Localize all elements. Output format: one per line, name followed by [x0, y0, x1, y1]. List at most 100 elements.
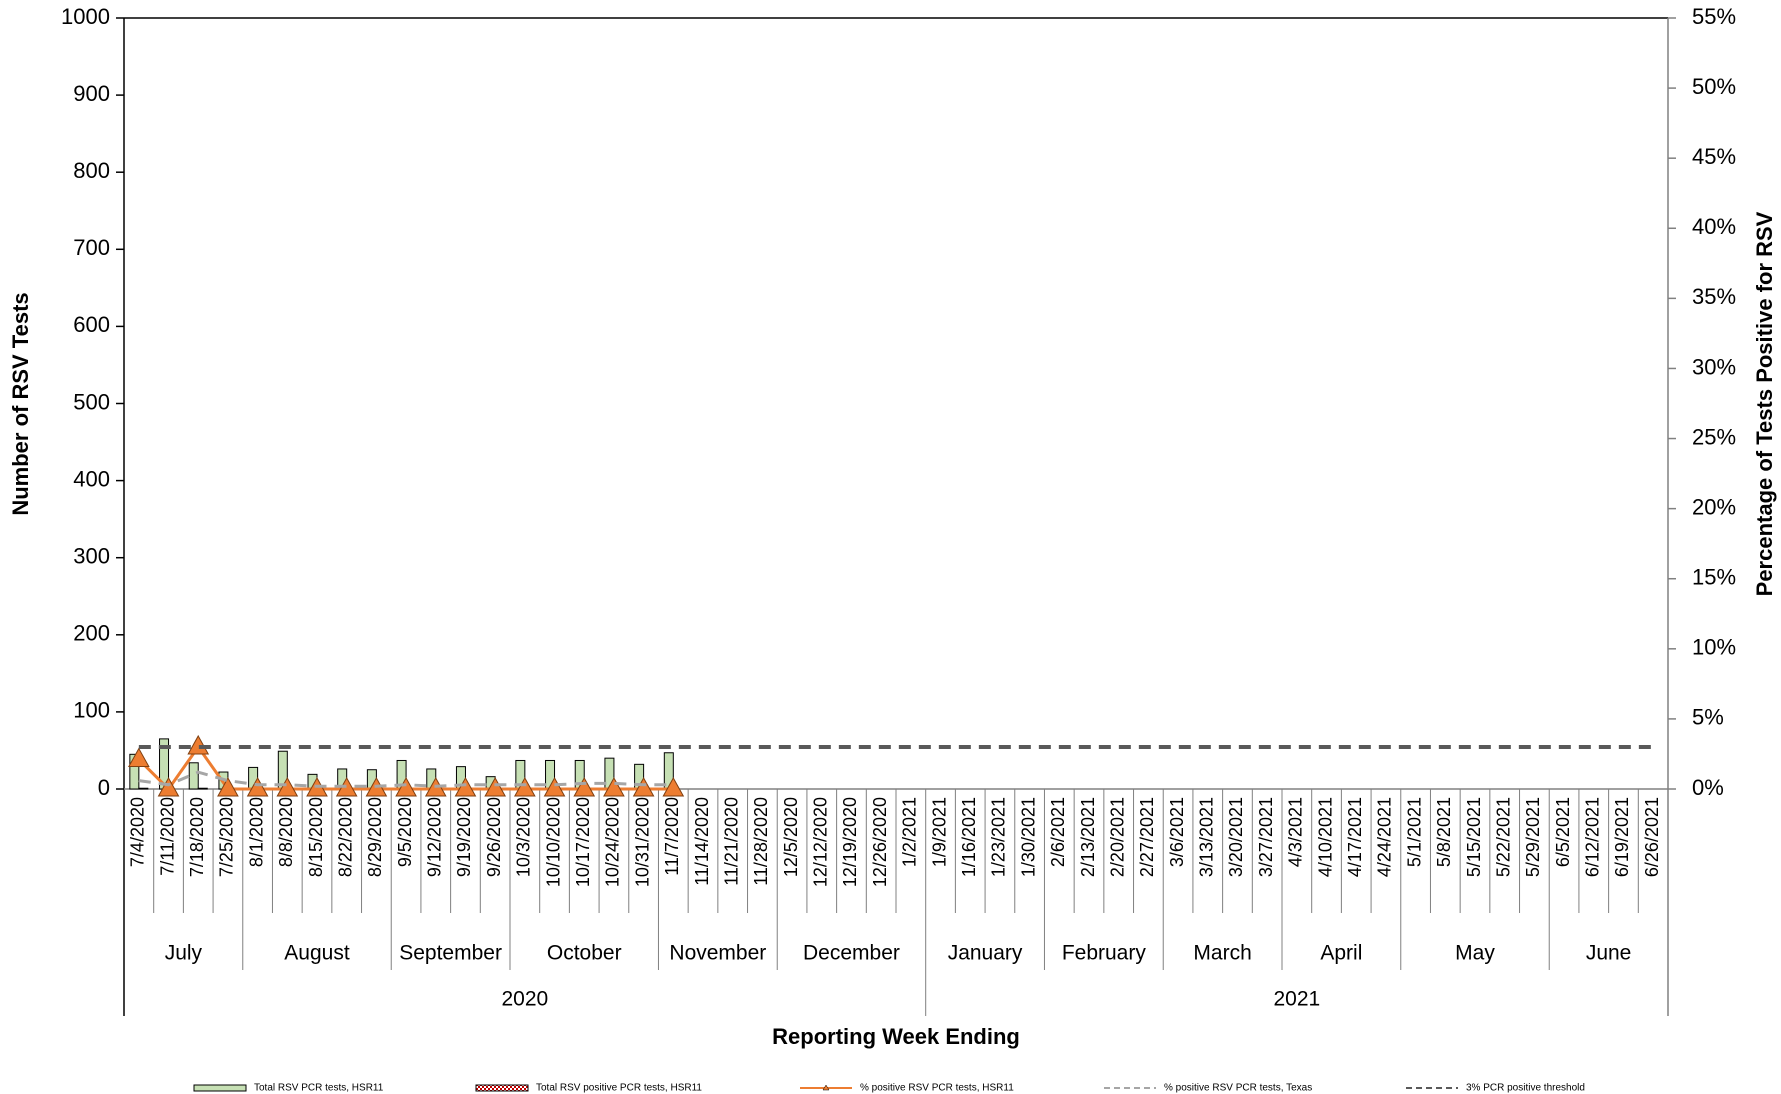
x-tick-label: 8/29/2020 — [365, 797, 385, 877]
month-label: October — [547, 942, 622, 965]
month-label: May — [1455, 942, 1495, 965]
x-tick-label: 2/20/2021 — [1107, 797, 1127, 877]
x-tick-label: 5/8/2021 — [1434, 797, 1454, 867]
month-label: April — [1320, 942, 1362, 965]
marker — [662, 776, 685, 797]
legend-swatch — [193, 1084, 247, 1092]
y2-tick-label: 25% — [1692, 424, 1736, 449]
x-tick-label: 7/18/2020 — [187, 797, 207, 877]
year-label: 2020 — [501, 988, 548, 1011]
month-label: November — [669, 942, 766, 965]
x-tick-label: 12/19/2020 — [840, 797, 860, 887]
y2-tick-label: 0% — [1692, 775, 1724, 800]
x-tick-label: 1/9/2021 — [929, 797, 949, 867]
marker — [454, 776, 477, 797]
marker — [543, 776, 566, 797]
month-label: June — [1586, 942, 1632, 965]
marker — [484, 776, 507, 797]
month-label: July — [165, 942, 203, 965]
x-tick-label: 10/31/2020 — [632, 797, 652, 887]
marker — [127, 747, 150, 768]
month-label: August — [284, 942, 350, 965]
x-tick-label: 7/11/2020 — [157, 797, 177, 876]
bar — [129, 753, 140, 790]
y2-tick-label: 10% — [1692, 635, 1736, 660]
x-tick-label: 8/8/2020 — [276, 797, 296, 867]
x-tick-label: 5/1/2021 — [1404, 797, 1424, 867]
x-tick-label: 10/17/2020 — [573, 797, 593, 887]
month-label: December — [803, 942, 900, 965]
bar — [188, 762, 199, 790]
x-tick-label: 11/21/2020 — [721, 797, 741, 886]
y-tick-label: 900 — [73, 81, 110, 106]
x-axis-title: Reporting Week Ending — [772, 1024, 1020, 1049]
legend-label: Total RSV PCR tests, HSR11 — [254, 1083, 384, 1094]
x-tick-label: 4/10/2021 — [1315, 797, 1335, 877]
y-tick-label: 300 — [73, 544, 110, 569]
legend-label: 3% PCR positive threshold — [1466, 1083, 1585, 1094]
y-tick-label: 1000 — [61, 4, 110, 29]
x-tick-label: 4/17/2021 — [1345, 797, 1365, 877]
x-tick-label: 1/16/2021 — [959, 797, 979, 877]
x-tick-label: 1/23/2021 — [989, 797, 1009, 877]
x-tick-label: 6/26/2021 — [1642, 797, 1662, 877]
y-tick-label: 500 — [73, 389, 110, 414]
x-tick-label: 7/4/2020 — [128, 797, 148, 867]
x-tick-label: 11/28/2020 — [751, 797, 771, 886]
x-tick-label: 1/30/2021 — [1018, 797, 1038, 877]
x-tick-label: 9/26/2020 — [484, 797, 504, 877]
x-tick-label: 12/5/2020 — [781, 797, 801, 877]
legend-label: % positive RSV PCR tests, Texas — [1164, 1083, 1312, 1094]
marker — [573, 776, 596, 797]
x-tick-label: 11/7/2020 — [662, 797, 682, 876]
marker — [276, 776, 299, 797]
x-tick-label: 7/25/2020 — [217, 797, 237, 877]
x-tick-label: 10/24/2020 — [603, 797, 623, 887]
legend-marker — [822, 1084, 830, 1091]
x-tick-label: 9/19/2020 — [454, 797, 474, 877]
month-label: February — [1062, 942, 1147, 965]
x-tick-label: 3/20/2021 — [1226, 797, 1246, 877]
x-tick-label: 6/19/2021 — [1612, 797, 1632, 877]
y-tick-label: 100 — [73, 698, 110, 723]
y2-tick-label: 5% — [1692, 705, 1724, 730]
x-tick-label: 5/22/2021 — [1493, 797, 1513, 877]
y2-tick-label: 30% — [1692, 354, 1736, 379]
marker — [632, 776, 655, 797]
x-tick-label: 2/13/2021 — [1078, 797, 1098, 877]
month-label: March — [1193, 942, 1251, 965]
y2-tick-label: 50% — [1692, 74, 1736, 99]
y2-tick-label: 40% — [1692, 214, 1736, 239]
x-tick-label: 9/5/2020 — [395, 797, 415, 867]
x-tick-label: 4/3/2021 — [1286, 797, 1306, 867]
marker — [157, 776, 180, 797]
marker — [513, 776, 536, 797]
x-tick-label: 3/6/2021 — [1167, 797, 1187, 867]
y2-axis-title: Percentage of Tests Positive for RSV — [1752, 211, 1777, 596]
x-tick-label: 12/26/2020 — [870, 797, 890, 887]
x-tick-label: 2/27/2021 — [1137, 797, 1157, 877]
x-tick-label: 10/3/2020 — [514, 797, 534, 877]
legend-label: Total RSV positive PCR tests, HSR11 — [536, 1083, 702, 1094]
y2-tick-label: 35% — [1692, 284, 1736, 309]
y2-tick-label: 20% — [1692, 494, 1736, 519]
y2-tick-label: 55% — [1692, 4, 1736, 29]
x-tick-label: 8/22/2020 — [335, 797, 355, 877]
marker — [395, 776, 417, 797]
x-tick-label: 5/15/2021 — [1464, 797, 1484, 877]
x-tick-label: 2/6/2021 — [1048, 797, 1068, 867]
bar — [138, 787, 149, 790]
month-label: January — [948, 942, 1023, 965]
y-tick-label: 400 — [73, 466, 110, 491]
legend-label: % positive RSV PCR tests, HSR11 — [860, 1083, 1014, 1094]
y-tick-label: 700 — [73, 235, 110, 260]
x-tick-label: 5/29/2021 — [1523, 797, 1543, 877]
legend-swatch — [475, 1084, 529, 1092]
marker — [603, 776, 625, 797]
marker — [217, 776, 239, 797]
x-tick-label: 12/12/2020 — [811, 797, 831, 887]
line — [138, 770, 674, 788]
y2-tick-label: 15% — [1692, 565, 1736, 590]
